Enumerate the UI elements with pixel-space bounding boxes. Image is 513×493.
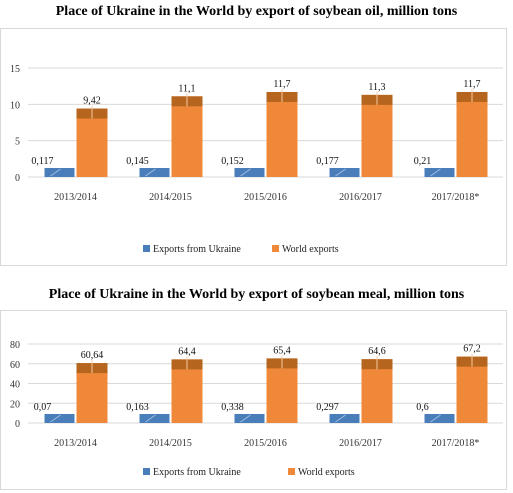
data-label-ukraine-0-2: 0,152 (221, 156, 244, 167)
bar-world-exports-0-2 (266, 91, 298, 177)
bar-hatch-1-4 (430, 414, 441, 423)
bar-exports-ukraine-0-1 (139, 168, 170, 177)
bar-hatch-1-3 (335, 414, 346, 423)
chart-title-soybean-oil: Place of Ukraine in the World by export … (55, 4, 458, 19)
bar-exports-ukraine-1-3 (329, 414, 360, 423)
legend-label-1-0: Exports from Ukraine (153, 467, 241, 478)
y-tick-label-1-1: 20 (10, 399, 20, 410)
bar-hatch-0-3 (335, 168, 346, 177)
legend-label-1-1: World exports (298, 467, 355, 478)
bar-exports-ukraine-1-4 (424, 414, 455, 423)
bar-hatch-1-0 (50, 414, 61, 423)
bar-exports-ukraine-0-2 (234, 168, 265, 177)
legend-swatch-0-1 (272, 245, 279, 252)
y-tick-label-0-0: 0 (15, 173, 20, 184)
data-label-ukraine-1-1: 0,163 (126, 402, 149, 413)
data-label-world-0-3: 11,3 (368, 82, 385, 93)
bar-world-exports-0-0 (76, 108, 108, 177)
bar-world-exports-1-4 (456, 356, 488, 423)
y-tick-label-0-1: 5 (15, 137, 20, 148)
chart-title-soybean-meal: Place of Ukraine in the World by export … (48, 287, 465, 302)
y-tick-label-1-3: 60 (10, 360, 20, 371)
data-label-ukraine-0-0: 0,117 (31, 156, 53, 167)
bar-exports-ukraine-1-2 (234, 414, 265, 423)
data-label-world-1-3: 64,6 (368, 346, 386, 357)
bar-world-exports-0-3 (361, 94, 393, 177)
legend-label-0-1: World exports (282, 244, 339, 255)
x-tick-label-0-3: 2016/2017 (339, 192, 382, 203)
bar-exports-ukraine-0-4 (424, 168, 455, 177)
bar-exports-ukraine-1-0 (44, 414, 75, 423)
bar-world-exports-0-1 (171, 96, 203, 177)
data-label-ukraine-0-1: 0,145 (126, 156, 149, 167)
bar-world-exports-1-2 (266, 358, 298, 423)
data-label-ukraine-1-3: 0,297 (316, 402, 339, 413)
x-tick-label-0-2: 2015/2016 (244, 192, 287, 203)
legend-swatch-1-1 (288, 468, 295, 475)
x-tick-label-1-2: 2015/2016 (244, 438, 287, 449)
y-tick-label-0-3: 15 (10, 64, 20, 75)
y-tick-label-1-4: 80 (10, 340, 20, 351)
x-tick-label-1-1: 2014/2015 (149, 438, 192, 449)
data-label-world-1-2: 65,4 (273, 345, 291, 356)
data-label-world-0-4: 11,7 (463, 79, 480, 90)
y-tick-label-1-0: 0 (15, 419, 20, 430)
data-label-ukraine-0-3: 0,177 (316, 156, 339, 167)
bar-hatch-0-2 (240, 168, 251, 177)
bar-hatch-1-2 (240, 414, 251, 423)
chart-frame-soybean-oil (0, 28, 507, 266)
bar-exports-ukraine-1-1 (139, 414, 170, 423)
data-label-world-0-1: 11,1 (178, 83, 195, 94)
data-label-world-0-0: 9,42 (83, 96, 101, 107)
x-tick-label-1-4: 2017/2018* (432, 438, 480, 449)
legend-swatch-0-0 (143, 245, 150, 252)
y-tick-label-0-2: 10 (10, 100, 20, 111)
x-tick-label-0-0: 2013/2014 (54, 192, 97, 203)
bar-world-exports-1-1 (171, 359, 203, 423)
legend-swatch-1-0 (143, 468, 150, 475)
data-label-world-1-0: 60,64 (81, 350, 104, 361)
data-label-world-0-2: 11,7 (273, 79, 290, 90)
chart-frame-soybean-meal (0, 310, 507, 490)
bar-world-exports-1-3 (361, 359, 393, 423)
x-tick-label-1-0: 2013/2014 (54, 438, 97, 449)
bar-world-exports-0-4 (456, 91, 488, 177)
data-label-ukraine-1-4: 0,6 (416, 402, 429, 413)
bar-hatch-0-4 (430, 168, 441, 177)
bar-exports-ukraine-0-0 (44, 168, 75, 177)
bar-exports-ukraine-0-3 (329, 168, 360, 177)
bar-hatch-0-0 (50, 168, 61, 177)
bar-hatch-1-1 (145, 414, 156, 423)
y-tick-label-1-2: 40 (10, 380, 20, 391)
data-label-world-1-4: 67,2 (463, 344, 481, 355)
data-label-world-1-1: 64,4 (178, 346, 196, 357)
legend-label-0-0: Exports from Ukraine (153, 244, 241, 255)
data-label-ukraine-1-0: 0,07 (34, 402, 52, 413)
data-label-ukraine-1-2: 0,338 (221, 402, 244, 413)
x-tick-label-0-4: 2017/2018* (432, 192, 480, 203)
x-tick-label-0-1: 2014/2015 (149, 192, 192, 203)
bar-hatch-0-1 (145, 168, 156, 177)
x-tick-label-1-3: 2016/2017 (339, 438, 382, 449)
data-label-ukraine-0-4: 0,21 (414, 156, 432, 167)
